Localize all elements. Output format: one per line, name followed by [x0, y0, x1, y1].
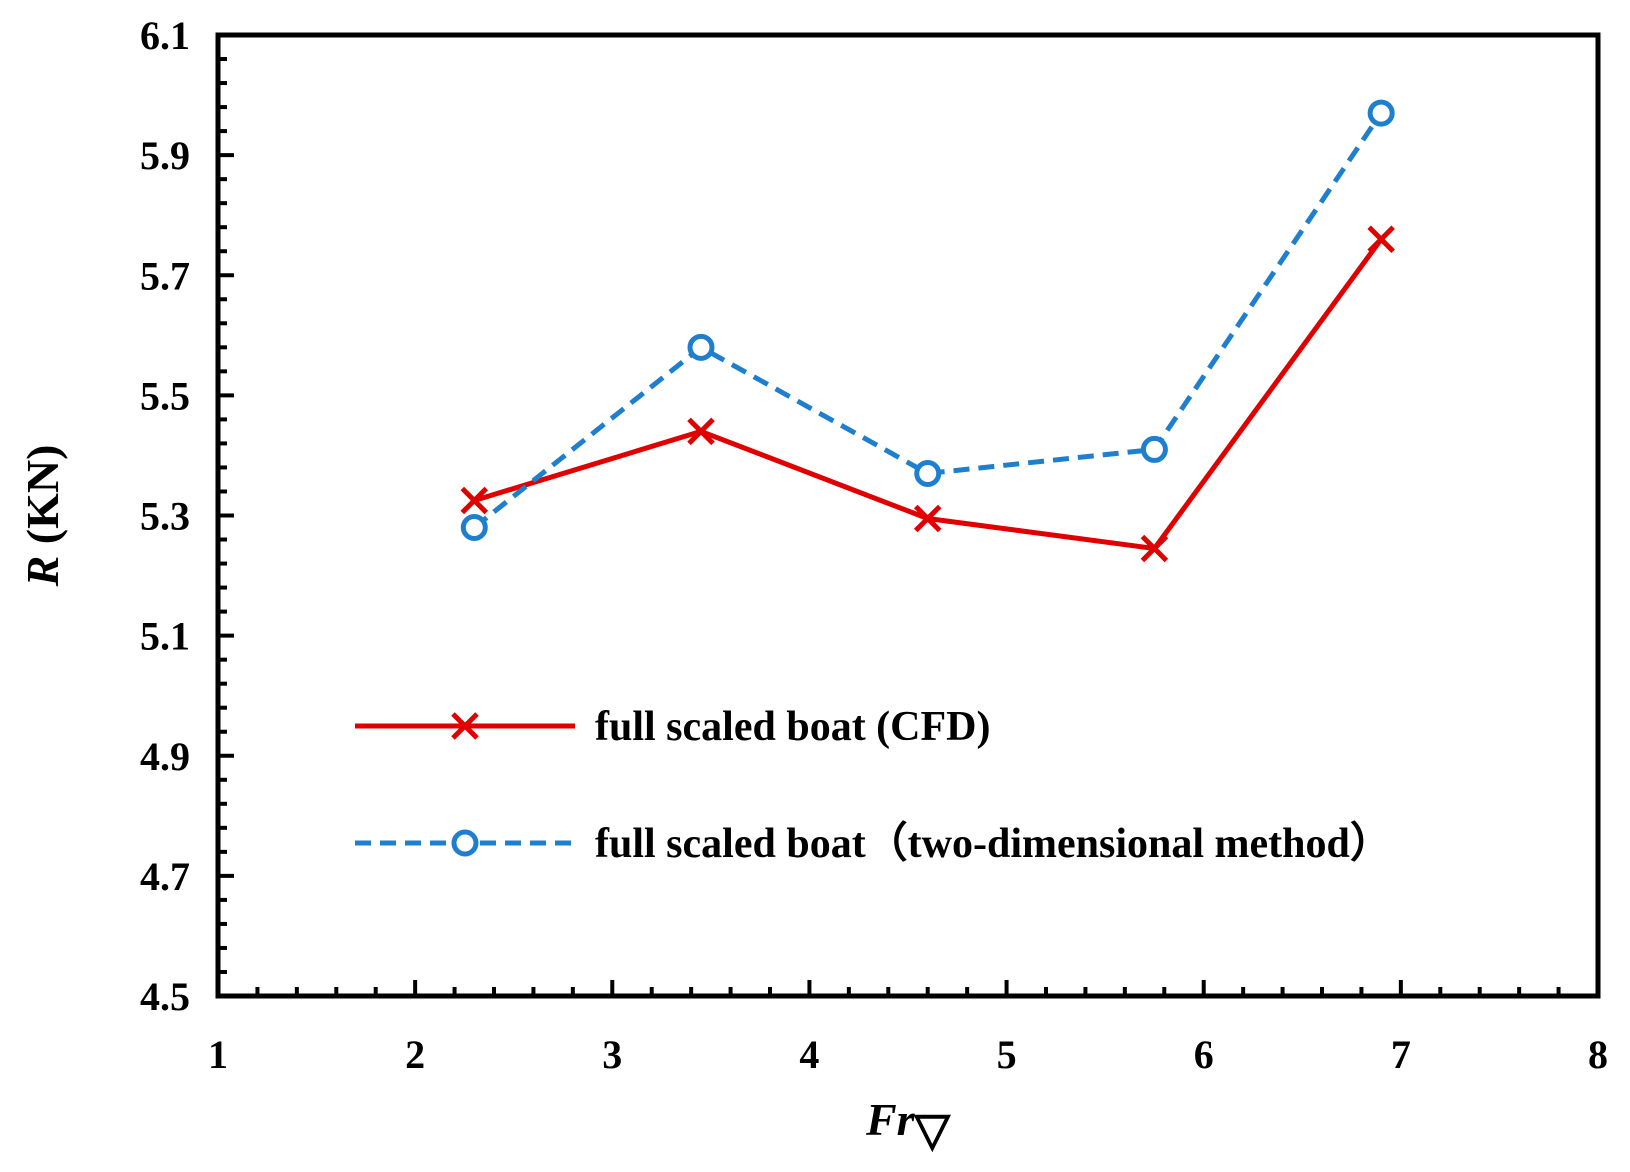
x-tick-label: 6 [1194, 1032, 1214, 1077]
legend-marker-shape [451, 712, 479, 740]
x-tick-label: 8 [1588, 1032, 1608, 1077]
y-axis-title-var: R [17, 556, 68, 588]
marker-circle [1367, 99, 1395, 127]
legend-item-two-dimensional: full scaled boat（two-dimensional method） [355, 820, 1392, 867]
plot-frame [215, 32, 1601, 999]
y-tick-label: 4.7 [140, 854, 190, 899]
y-tick-label: 6.1 [140, 13, 190, 58]
legend-label-two-dimensional: full scaled boat（two-dimensional method） [595, 820, 1392, 867]
legend-label-cfd: full scaled boat (CFD) [595, 704, 990, 750]
data-point [1367, 225, 1395, 253]
x-tick-label: 3 [602, 1032, 622, 1077]
x-axis-title-main: Fr [865, 1094, 916, 1145]
x-tick-label: 2 [405, 1032, 425, 1077]
data-point [460, 514, 488, 542]
y-tick-label: 4.5 [140, 974, 190, 1019]
marker-circle [451, 829, 479, 857]
marker-stroke [687, 417, 715, 446]
data-point [687, 333, 715, 361]
y-tick-label: 5.1 [140, 614, 190, 659]
x-tick-label: 5 [997, 1032, 1017, 1077]
marker-stroke [1367, 225, 1395, 253]
marker-stroke [451, 712, 479, 740]
marker-circle [914, 459, 942, 487]
data-point [914, 459, 942, 487]
data-point [1140, 534, 1169, 563]
legend-item-cfd: full scaled boat (CFD) [355, 704, 990, 750]
y-tick-label: 5.9 [140, 133, 190, 178]
x-tick-label: 1 [208, 1032, 228, 1077]
marker-stroke [913, 504, 942, 533]
data-point [1367, 99, 1395, 127]
y-axis-title-unit: (KN) [17, 445, 68, 556]
series-cfd [460, 225, 1395, 563]
series-two-dimensional [460, 99, 1395, 542]
legend-marker-cfd [451, 712, 479, 740]
data-point [460, 486, 489, 515]
legend-marker-shape [451, 829, 479, 857]
series-line [472, 111, 1384, 530]
x-tick-labels: 1 2 3 4 5 6 7 8 [208, 1032, 1608, 1077]
marker-circle [687, 333, 715, 361]
x-axis-title: Fr▽ [865, 1094, 952, 1155]
y-tick-labels: 4.5 4.7 4.9 5.1 5.3 5.5 5.7 5.9 6.1 [140, 13, 190, 1019]
major-ticks [218, 153, 1403, 996]
marker-stroke [460, 486, 489, 515]
series-layer [460, 99, 1395, 563]
y-tick-label: 5.7 [140, 253, 190, 298]
y-tick-label: 4.9 [140, 734, 190, 779]
x-tick-label: 4 [799, 1032, 819, 1077]
data-point [1140, 435, 1168, 463]
series-line [473, 237, 1384, 552]
data-point [913, 504, 942, 533]
y-tick-label: 5.5 [140, 373, 190, 418]
y-axis-title: R (KN) [17, 445, 68, 588]
legend-marker-two-dimensional [451, 829, 479, 857]
marker-circle [460, 514, 488, 542]
legend: full scaled boat (CFD) full scaled boat（… [355, 704, 1392, 867]
marker-circle [1140, 435, 1168, 463]
data-point [687, 417, 715, 446]
marker-stroke [1140, 534, 1169, 563]
x-tick-label: 7 [1391, 1032, 1411, 1077]
y-tick-label: 5.3 [140, 494, 190, 539]
x-axis-title-subscript: ▽ [913, 1104, 952, 1155]
